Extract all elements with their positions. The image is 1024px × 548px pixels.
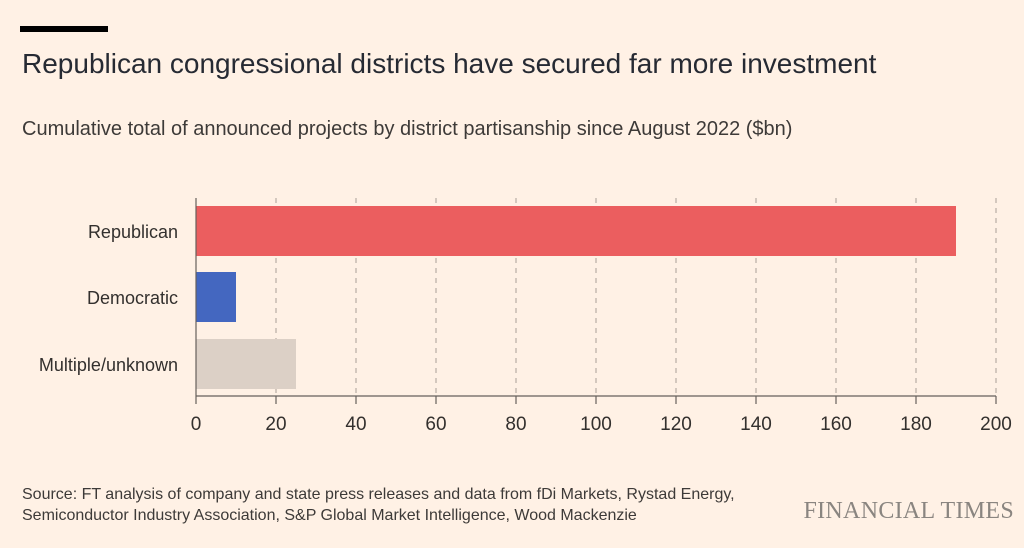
- top-rule: [20, 26, 108, 32]
- x-tick-label: 100: [580, 414, 612, 435]
- x-tick-label: 40: [345, 414, 366, 435]
- ft-logo: FINANCIAL TIMES: [803, 498, 1014, 524]
- category-label: Multiple/unknown: [39, 355, 178, 375]
- x-tick-label: 80: [505, 414, 526, 435]
- category-label: Democratic: [87, 288, 178, 308]
- category-label: Republican: [88, 222, 178, 242]
- x-tick-label: 60: [425, 414, 446, 435]
- bar: [196, 206, 956, 256]
- chart-subtitle: Cumulative total of announced projects b…: [22, 118, 793, 140]
- chart-title: Republican congressional districts have …: [22, 48, 877, 79]
- x-tick-label: 180: [900, 414, 932, 435]
- x-tick-label: 20: [265, 414, 286, 435]
- bar: [196, 339, 296, 389]
- source-note: Source: FT analysis of company and state…: [22, 486, 735, 524]
- x-tick-label: 0: [191, 414, 202, 435]
- x-tick-label: 160: [820, 414, 852, 435]
- bar: [196, 272, 236, 322]
- x-tick-label: 200: [980, 414, 1012, 435]
- x-tick-label: 120: [660, 414, 692, 435]
- x-tick-label: 140: [740, 414, 772, 435]
